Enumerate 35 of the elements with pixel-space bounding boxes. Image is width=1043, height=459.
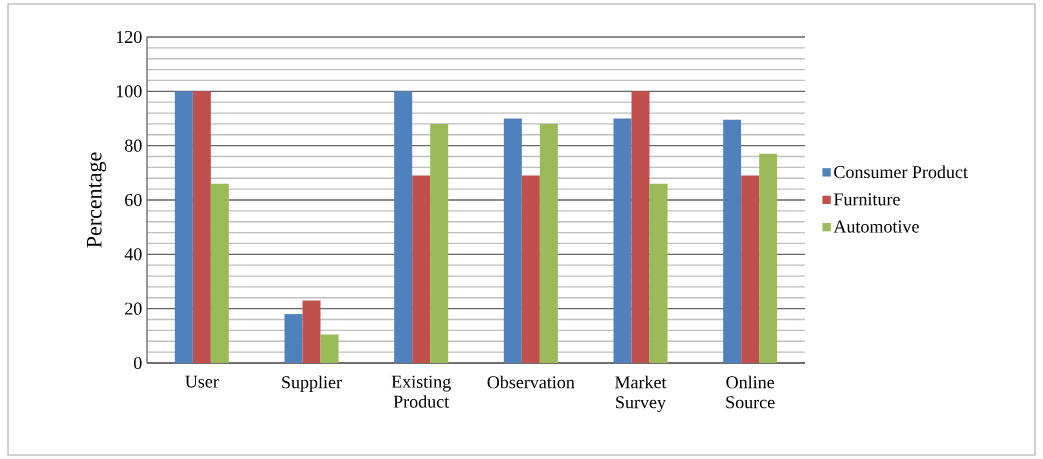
bar: [613, 118, 632, 363]
bar: [741, 175, 760, 363]
y-axis-title: Percentage: [86, 152, 107, 248]
legend-label: Automotive: [833, 220, 919, 233]
x-tick-label: Existing Product: [391, 375, 451, 408]
bar: [394, 91, 413, 363]
bar: [174, 91, 193, 363]
bar: [210, 183, 229, 363]
x-tick-label: User: [185, 375, 219, 388]
y-tick-label: 0: [133, 356, 142, 370]
bar: [759, 153, 778, 363]
bar: [430, 123, 449, 363]
x-tick-label: Observation: [487, 375, 575, 389]
y-tick-label: 60: [125, 193, 142, 207]
y-tick-label: 20: [125, 302, 142, 315]
bar: [284, 314, 303, 363]
y-tick-label: 80: [124, 139, 142, 152]
y-tick-label: 120: [116, 30, 142, 44]
x-tick-label: Online Source: [726, 375, 775, 409]
x-tick-label: Market Survey: [615, 375, 667, 413]
bar: [320, 334, 339, 363]
bar: [412, 175, 431, 363]
bar: [192, 91, 211, 363]
y-tick-label: 100: [116, 85, 142, 98]
legend-label: Furniture: [833, 193, 900, 206]
bar: [539, 123, 558, 363]
bar: [302, 300, 321, 363]
y-tick-label: 40: [124, 248, 142, 261]
bar: [521, 175, 540, 363]
x-tick-label: Supplier: [282, 375, 342, 393]
bar: [503, 118, 522, 363]
bar: [649, 183, 668, 363]
bar: [631, 91, 650, 363]
legend-label: Consumer Product: [834, 165, 968, 179]
bar: [723, 119, 742, 363]
